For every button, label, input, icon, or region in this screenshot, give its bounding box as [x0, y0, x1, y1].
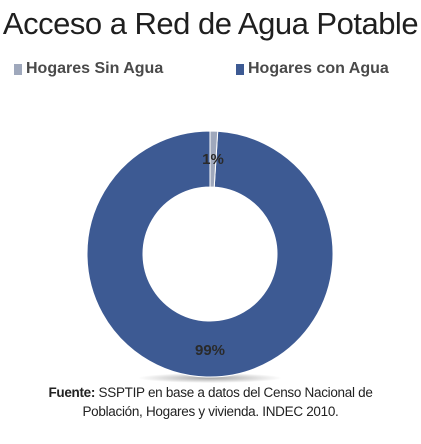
legend-item-con-agua: Hogares con Agua — [236, 60, 389, 78]
donut-shadow — [138, 373, 282, 383]
data-label-0: 1% — [202, 151, 224, 168]
donut-slice-1 — [86, 130, 334, 378]
data-label-1: 99% — [195, 342, 225, 359]
source-line-2: Población, Hogares y vivienda. INDEC 201… — [82, 404, 339, 419]
source-line-1: Fuente: SSPTIP en base a datos del Censo… — [0, 383, 421, 402]
source-text-1: SSPTIP en base a datos del Censo Naciona… — [98, 385, 373, 400]
legend-label-con-agua: Hogares con Agua — [248, 60, 389, 77]
legend-swatch-con-agua — [236, 63, 244, 75]
source-label: Fuente: — [48, 385, 96, 400]
legend-label-sin-agua: Hogares Sin Agua — [26, 60, 164, 77]
donut-slice-0 — [209, 130, 219, 188]
chart-legend: Hogares Sin Agua Hogares con Agua — [0, 60, 421, 84]
legend-swatch-sin-agua — [14, 63, 22, 75]
source-note: Fuente: SSPTIP en base a datos del Censo… — [0, 383, 421, 421]
chart-title: Acceso a Red de Agua Potable — [2, 6, 419, 41]
legend-item-sin-agua: Hogares Sin Agua — [14, 60, 163, 78]
